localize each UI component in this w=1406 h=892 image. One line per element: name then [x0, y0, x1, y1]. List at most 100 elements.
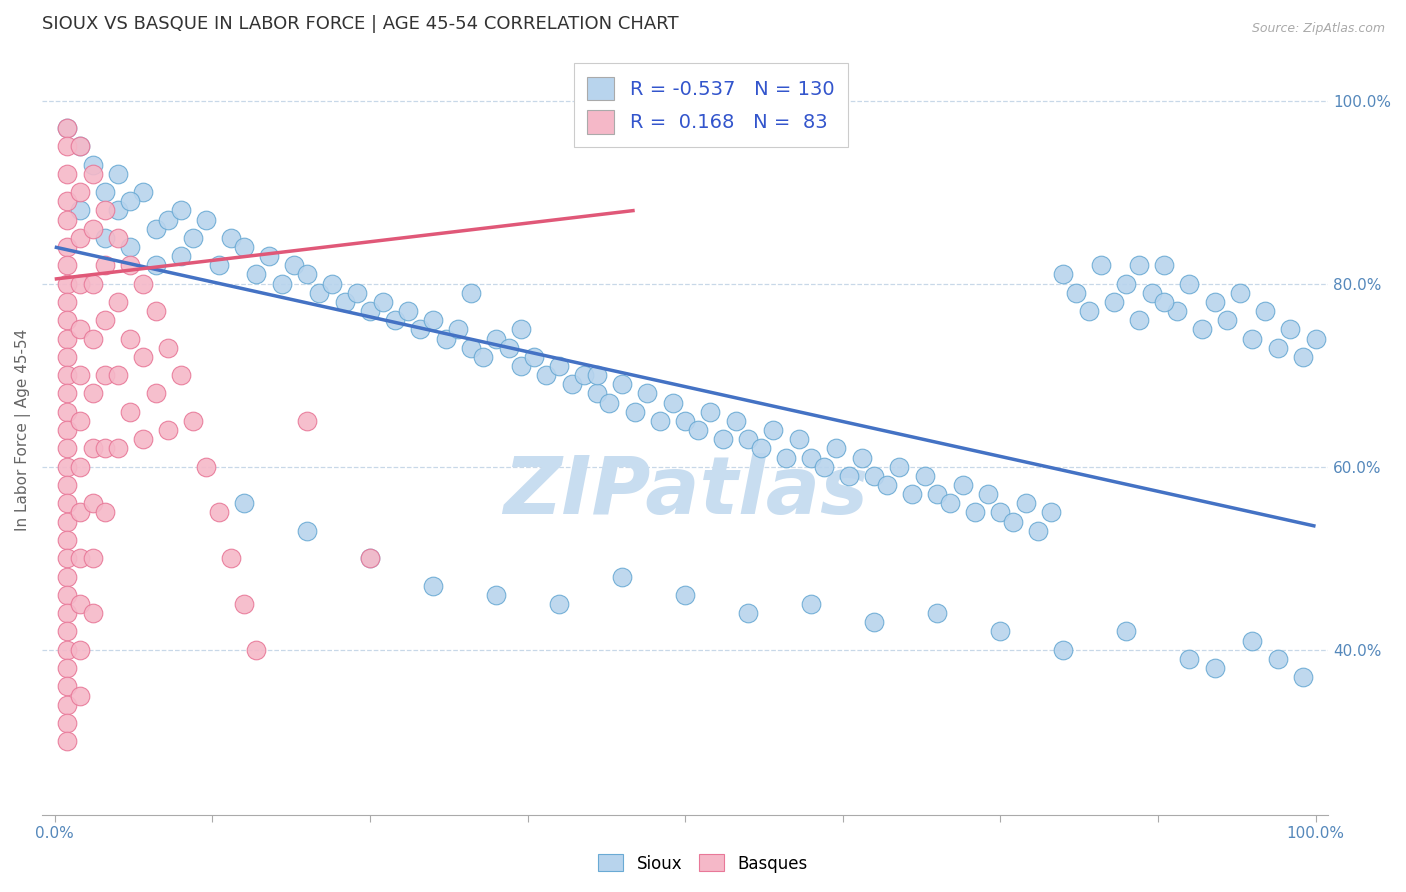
Legend: Sioux, Basques: Sioux, Basques [592, 847, 814, 880]
Point [132, 432, 155, 446]
Point [548, 359, 571, 373]
Point [207, 258, 229, 272]
Point [69, 642, 91, 657]
Point [232, 240, 254, 254]
Point [610, 377, 633, 392]
Point [295, 414, 318, 428]
Point [270, 277, 292, 291]
Point [82, 332, 104, 346]
Point [1292, 350, 1315, 364]
Point [94, 368, 117, 383]
Point [321, 277, 343, 291]
Point [1267, 341, 1289, 355]
Legend: R = -0.537   N = 130, R =  0.168   N =  83: R = -0.537 N = 130, R = 0.168 N = 83 [574, 63, 848, 147]
Point [1039, 506, 1062, 520]
Point [94, 258, 117, 272]
Point [1229, 285, 1251, 300]
Point [610, 569, 633, 583]
Point [82, 158, 104, 172]
Point [447, 322, 470, 336]
Point [1026, 524, 1049, 538]
Point [56, 386, 79, 401]
Point [170, 249, 193, 263]
Point [56, 459, 79, 474]
Point [56, 533, 79, 547]
Point [1305, 332, 1327, 346]
Point [485, 588, 508, 602]
Point [1279, 322, 1302, 336]
Point [56, 569, 79, 583]
Point [1292, 670, 1315, 684]
Point [901, 487, 924, 501]
Text: SIOUX VS BASQUE IN LABOR FORCE | AGE 45-54 CORRELATION CHART: SIOUX VS BASQUE IN LABOR FORCE | AGE 45-… [42, 15, 679, 33]
Point [1191, 322, 1213, 336]
Point [56, 240, 79, 254]
Point [132, 185, 155, 199]
Point [927, 606, 949, 620]
Point [988, 506, 1011, 520]
Text: Source: ZipAtlas.com: Source: ZipAtlas.com [1251, 22, 1385, 36]
Point [82, 221, 104, 235]
Point [825, 442, 848, 456]
Point [699, 405, 721, 419]
Point [396, 304, 419, 318]
Point [988, 624, 1011, 639]
Point [120, 258, 142, 272]
Point [523, 350, 546, 364]
Point [308, 285, 330, 300]
Point [800, 450, 823, 465]
Point [1204, 661, 1226, 675]
Point [965, 506, 987, 520]
Point [107, 442, 129, 456]
Point [82, 277, 104, 291]
Point [359, 551, 381, 566]
Point [1241, 633, 1264, 648]
Point [207, 506, 229, 520]
Point [561, 377, 583, 392]
Point [107, 295, 129, 310]
Point [1216, 313, 1239, 327]
Point [384, 313, 406, 327]
Point [724, 414, 747, 428]
Point [1115, 624, 1137, 639]
Point [132, 350, 155, 364]
Point [69, 506, 91, 520]
Point [711, 432, 734, 446]
Point [548, 597, 571, 611]
Point [145, 386, 167, 401]
Point [1204, 295, 1226, 310]
Point [1090, 258, 1112, 272]
Point [359, 304, 381, 318]
Point [939, 496, 962, 510]
Point [56, 194, 79, 209]
Point [648, 414, 671, 428]
Point [157, 341, 180, 355]
Point [863, 468, 886, 483]
Point [623, 405, 645, 419]
Point [245, 642, 267, 657]
Point [422, 579, 444, 593]
Point [1140, 285, 1163, 300]
Point [120, 240, 142, 254]
Point [422, 313, 444, 327]
Point [460, 341, 482, 355]
Point [82, 551, 104, 566]
Point [232, 496, 254, 510]
Point [56, 167, 79, 181]
Point [346, 285, 368, 300]
Point [94, 506, 117, 520]
Point [107, 231, 129, 245]
Point [82, 606, 104, 620]
Point [813, 459, 835, 474]
Point [838, 468, 860, 483]
Point [787, 432, 810, 446]
Point [510, 359, 533, 373]
Point [69, 689, 91, 703]
Point [1052, 642, 1074, 657]
Point [157, 212, 180, 227]
Point [82, 386, 104, 401]
Point [737, 606, 759, 620]
Point [434, 332, 457, 346]
Point [1166, 304, 1188, 318]
Point [1178, 652, 1201, 666]
